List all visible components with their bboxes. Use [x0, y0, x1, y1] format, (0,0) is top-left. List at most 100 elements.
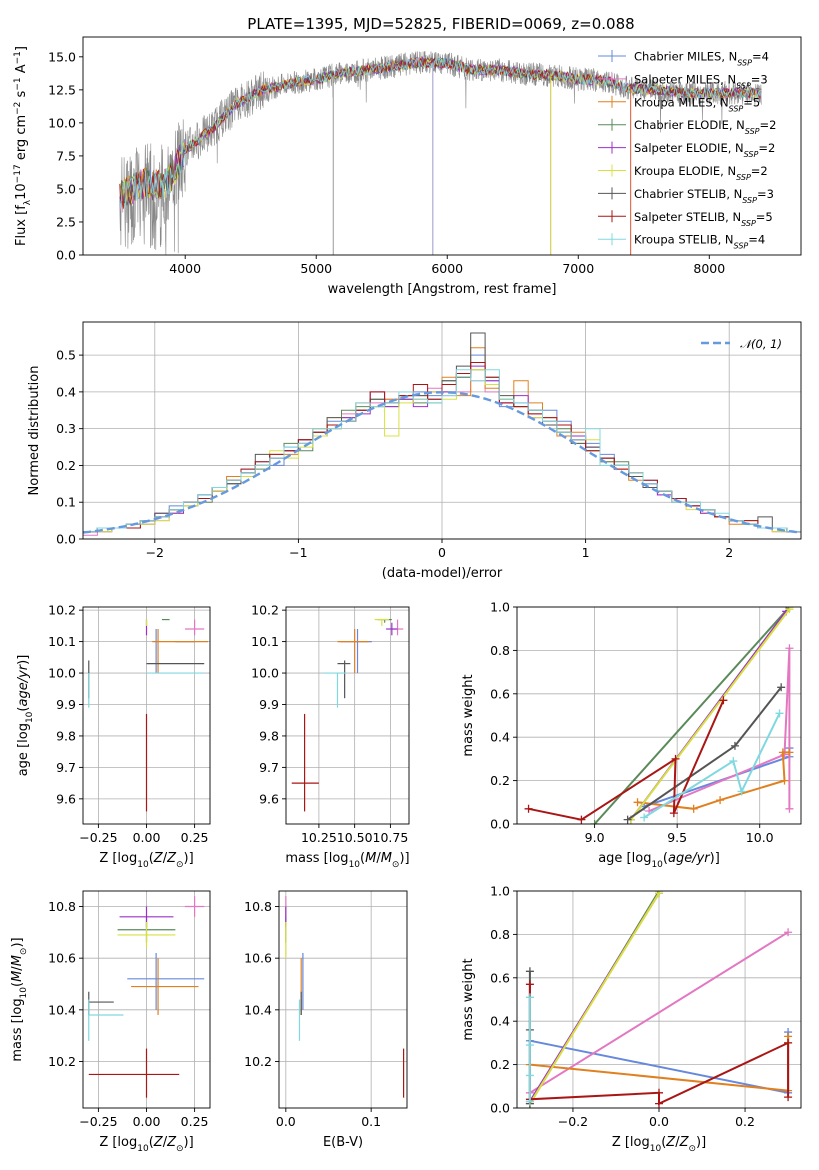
- plot-area: [291, 618, 404, 812]
- histogram-panel: −2 −1 0 1 2 0.0 0.1 0.2 0.3 0.4 0.5 (data-model)/er…: [27, 321, 802, 581]
- y-tick-label: 10.2: [251, 603, 279, 618]
- y-tick-label: 0.6: [490, 970, 510, 985]
- x-axis-label: Z [log10(Z/Z⊙)]: [99, 851, 193, 870]
- legend-entry-label: Salpeter ELODIE, NSSP=2: [634, 141, 775, 159]
- y-tick-label: 0.2: [490, 1057, 510, 1072]
- mass-weight-marker: [784, 1038, 793, 1047]
- x-tick-label: 8000: [693, 261, 725, 276]
- mass-weight-marker: [777, 683, 786, 692]
- y-tick-label: 0.0: [56, 532, 76, 547]
- mass-weight-marker: [729, 757, 738, 766]
- y-tick-label: 9.7: [259, 760, 279, 775]
- y-tick-label: 7.5: [56, 148, 76, 163]
- y-tick-label: 15.0: [48, 49, 76, 64]
- mass-weight-marker: [785, 748, 794, 757]
- mass-weight-line: [593, 607, 791, 824]
- plot-area: [525, 891, 793, 1108]
- y-tick-label: 9.9: [259, 697, 279, 712]
- y-tick-label: 10.0: [48, 666, 76, 681]
- mass-weight-vs-age-panel: 9.0 9.5 10.0 0.0 0.2 0.4 0.6 0.8 1.0 age [log10(a…: [461, 600, 802, 870]
- y-tick-label: 9.6: [259, 791, 279, 806]
- mass-weight-line: [627, 686, 782, 821]
- x-axis-label: Z [log10(Z/Z⊙)]: [99, 1135, 193, 1154]
- x-axis-label: E(B-V): [323, 1135, 363, 1150]
- x-tick-label: 0.1: [361, 1114, 381, 1129]
- y-tick-label: 1.0: [490, 600, 510, 615]
- mass-weight-marker: [780, 776, 789, 785]
- mass-weight-marker: [785, 644, 794, 653]
- x-tick-label: −1: [289, 545, 307, 560]
- x-tick-label: 10.25: [301, 830, 337, 845]
- mass-weight-marker: [525, 1071, 534, 1080]
- x-tick-label: 10.50: [337, 830, 373, 845]
- x-tick-label: 0.0: [276, 1114, 296, 1129]
- mass-weight-vs-z-panel: −0.2 0.0 0.2 0.0 0.2 0.4 0.6 0.8 1.0 Z [log10(Z/Z…: [461, 884, 802, 1154]
- axes-frame: [516, 606, 802, 825]
- mass-weight-line: [643, 712, 781, 819]
- legend-entry-label: Salpeter MILES, NSSP=3: [634, 72, 768, 90]
- mass-weight-marker: [590, 820, 599, 824]
- x-tick-label: 6000: [431, 261, 463, 276]
- mass-weight-marker: [525, 993, 534, 1002]
- legend-entry-label: 𝒩(0, 1): [740, 337, 782, 351]
- x-tick-label: −2: [146, 545, 164, 560]
- mass-weight-line: [529, 892, 660, 1105]
- y-tick-label: 10.6: [244, 951, 272, 966]
- legend-entry-label: Kroupa ELODIE, NSSP=2: [634, 164, 768, 182]
- normal-reference-curve: [83, 391, 799, 534]
- plot-area: [83, 332, 801, 536]
- legend-entry-label: Kroupa MILES, NSSP=5: [634, 95, 760, 113]
- y-tick-label: 5.0: [56, 181, 76, 196]
- x-tick-label: 2: [725, 545, 733, 560]
- mass-weight-line: [528, 699, 725, 821]
- x-tick-label: 4000: [169, 261, 201, 276]
- y-axis-label: mass weight: [461, 674, 476, 756]
- mass-weight-marker: [784, 928, 793, 937]
- x-tick-label: 9.5: [667, 830, 687, 845]
- mass-weight-marker: [633, 798, 642, 807]
- legend-entry-label: Salpeter STELIB, NSSP=5: [634, 210, 773, 228]
- model-spectrum-line: [119, 56, 762, 204]
- y-tick-label: 0.5: [56, 348, 76, 363]
- mass-weight-marker: [775, 709, 784, 718]
- mass-weight-marker: [655, 891, 663, 898]
- mass-weight-line: [648, 648, 791, 812]
- x-axis-label: mass [log10(M/M⊙)]: [285, 851, 409, 870]
- y-tick-label: 9.7: [56, 760, 76, 775]
- mass-vs-z-panel: −0.25 0.00 0.25 10.2 10.4 10.6 10.8 Z [log10(Z/…: [10, 890, 211, 1154]
- legend-entry-label: Chabrier ELODIE, NSSP=2: [634, 118, 776, 136]
- model-spectrum-line: [119, 57, 762, 209]
- mass-weight-marker: [785, 607, 794, 614]
- y-tick-label: 10.4: [244, 1002, 272, 1017]
- mass-weight-marker: [525, 967, 534, 976]
- figure-title: PLATE=1395, MJD=52825, FIBERID=0069, z=0…: [247, 15, 634, 33]
- x-axis-label: age [log10(age/yr)]: [598, 851, 720, 870]
- y-tick-label: 10.0: [251, 666, 279, 681]
- y-tick-label: 0.4: [56, 384, 76, 399]
- y-tick-label: 0.8: [490, 927, 510, 942]
- x-tick-label: −0.2: [558, 1114, 588, 1129]
- mass-weight-marker: [730, 741, 739, 750]
- model-spectrum-line: [119, 57, 762, 206]
- mass-weight-marker: [784, 1093, 793, 1102]
- y-tick-label: 9.8: [259, 728, 279, 743]
- mass-weight-marker: [655, 1088, 663, 1097]
- plot-area: [88, 896, 205, 1098]
- plot-area: [88, 618, 209, 812]
- mass-weight-marker: [524, 804, 533, 813]
- age-vs-mass-panel: 10.25 10.50 10.75 9.6 9.7 9.8 9.9 10.0 10.1 10.2 m…: [251, 603, 409, 870]
- mass-weight-marker: [785, 804, 794, 813]
- y-tick-label: 0.0: [490, 1101, 510, 1116]
- x-tick-label: 5000: [300, 261, 332, 276]
- y-axis-label: Normed distribution: [27, 366, 42, 496]
- mass-weight-marker: [525, 1097, 534, 1106]
- y-tick-label: 0.8: [490, 643, 510, 658]
- y-tick-label: 10.1: [48, 634, 76, 649]
- mass-weight-marker: [689, 804, 698, 813]
- y-tick-label: 0.2: [56, 458, 76, 473]
- y-tick-label: 12.5: [48, 82, 76, 97]
- x-tick-label: 0: [438, 545, 446, 560]
- y-tick-label: 0.0: [56, 248, 76, 263]
- mass-weight-line: [529, 931, 789, 1094]
- legend-entry-label: Chabrier MILES, NSSP=4: [634, 50, 769, 68]
